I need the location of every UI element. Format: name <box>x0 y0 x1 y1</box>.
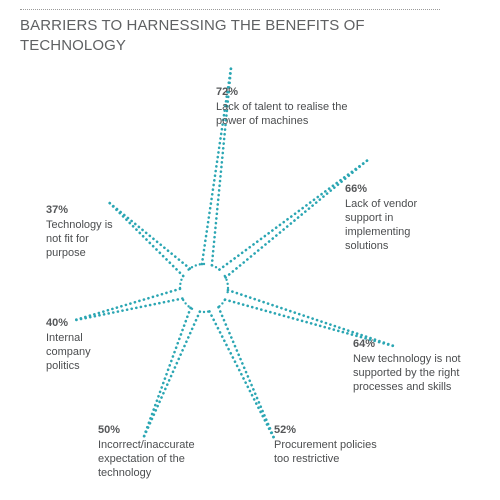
label-0: 72% Lack of talent to realise the power … <box>216 85 356 128</box>
label-2: 64% New technology is not supported by t… <box>353 337 463 394</box>
value-label-5: 40% <box>46 317 69 329</box>
hub-dot <box>182 298 185 302</box>
hub-dot <box>198 263 202 266</box>
hub-dot <box>202 262 206 266</box>
spike-4-edge-1 <box>141 310 202 441</box>
spike-0-edge-1 <box>200 64 233 266</box>
spike-2-edge-1 <box>226 288 399 349</box>
spike-6-edge-1 <box>108 201 185 278</box>
hub-dot <box>211 264 214 267</box>
hub-dot <box>226 286 230 290</box>
category-label-0: Lack of talent to realise the power of m… <box>216 101 348 127</box>
hub-dot <box>223 298 226 302</box>
category-label-1: Lack of vendor support in implementing s… <box>345 198 418 252</box>
label-6: 37% Technology is not fit for purpose <box>46 203 126 260</box>
value-label-0: 72% <box>216 86 239 98</box>
spike-6 <box>108 201 192 278</box>
hub-dot <box>218 305 221 308</box>
spike-5 <box>71 287 184 323</box>
spike-0 <box>200 64 233 267</box>
hub-ring <box>178 262 230 314</box>
hub-dot <box>206 310 210 313</box>
hub-dot <box>178 286 182 290</box>
category-label-3: Procurement policies too restrictive <box>274 439 377 465</box>
chart-title: BARRIERS TO HARNESSING THE BENEFITS OF T… <box>20 17 365 54</box>
header-rule <box>20 9 440 10</box>
hub-dot <box>187 268 190 271</box>
value-label-4: 50% <box>98 424 121 436</box>
label-5: 40% Internal company politics <box>46 316 126 373</box>
hub-dot <box>225 278 228 281</box>
spike-5-edge-1 <box>71 297 184 323</box>
hub-dot <box>190 266 194 269</box>
label-4: 50% Incorrect/inaccurate expectation of … <box>98 423 208 480</box>
spike-5-edge-2 <box>71 287 182 323</box>
hub-dot <box>187 305 190 308</box>
spike-0-edge-2 <box>210 64 233 267</box>
hub-dot <box>214 266 218 269</box>
spike-4 <box>141 306 202 441</box>
hub-dot <box>226 290 229 294</box>
spike-4-edge-2 <box>141 306 192 441</box>
hub-dot <box>180 278 183 281</box>
spike-3-edge-2 <box>208 310 277 443</box>
category-label-5: Internal company politics <box>46 332 91 372</box>
spike-3-edge-1 <box>217 305 277 443</box>
spike-2 <box>223 288 399 349</box>
hub-dot <box>182 274 185 278</box>
hub-dot <box>194 264 197 267</box>
hub-dot <box>218 268 221 271</box>
hub-dot <box>223 274 226 278</box>
category-label-6: Technology is not fit for purpose <box>46 219 113 259</box>
category-label-2: New technology is not supported by the r… <box>353 353 461 393</box>
category-label-4: Incorrect/inaccurate expectation of the … <box>98 439 195 479</box>
hub-dot <box>198 310 202 313</box>
spike-6-edge-2 <box>108 201 192 270</box>
hub-dot <box>184 302 187 305</box>
value-label-3: 52% <box>274 424 297 436</box>
value-label-6: 37% <box>46 204 69 216</box>
label-1: 66% Lack of vendor support in implementi… <box>345 182 455 253</box>
spike-2-edge-2 <box>223 298 399 349</box>
hub-dot <box>226 282 229 286</box>
hub-dot <box>179 282 182 286</box>
hub-dot <box>221 302 224 305</box>
hub-dot <box>190 307 194 310</box>
label-3: 52% Procurement policies too restrictive <box>274 423 384 466</box>
value-label-1: 66% <box>345 183 368 195</box>
hub-dot <box>202 310 206 314</box>
spike-3 <box>208 305 277 443</box>
value-label-2: 64% <box>353 338 376 350</box>
